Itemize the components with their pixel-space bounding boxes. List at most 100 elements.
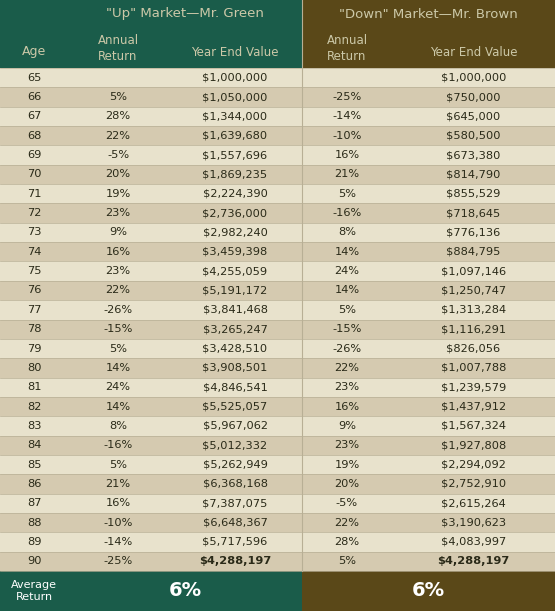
Text: $1,097,146: $1,097,146 — [441, 266, 506, 276]
Text: $4,083,997: $4,083,997 — [441, 537, 506, 547]
Text: 28%: 28% — [105, 111, 130, 122]
Text: 5%: 5% — [109, 92, 127, 102]
Text: 79: 79 — [27, 343, 41, 354]
Text: $645,000: $645,000 — [446, 111, 501, 122]
Bar — [0, 416, 555, 436]
Text: 28%: 28% — [335, 537, 360, 547]
Text: $2,736,000: $2,736,000 — [203, 208, 268, 218]
Text: 80: 80 — [27, 363, 41, 373]
Text: $814,790: $814,790 — [446, 169, 501, 180]
Text: 24%: 24% — [335, 266, 360, 276]
Text: 22%: 22% — [105, 285, 130, 296]
Text: 21%: 21% — [335, 169, 360, 180]
Text: $2,752,910: $2,752,910 — [441, 479, 506, 489]
Text: 75: 75 — [27, 266, 41, 276]
Text: $1,313,284: $1,313,284 — [441, 305, 506, 315]
Text: 85: 85 — [27, 459, 41, 470]
Text: 20%: 20% — [105, 169, 130, 180]
Bar — [0, 87, 555, 107]
Bar — [0, 532, 555, 552]
Text: 9%: 9% — [338, 421, 356, 431]
Text: $776,136: $776,136 — [446, 227, 501, 238]
Text: $5,525,057: $5,525,057 — [203, 401, 268, 412]
Text: $1,344,000: $1,344,000 — [203, 111, 268, 122]
Text: 16%: 16% — [105, 499, 130, 508]
Text: 67: 67 — [27, 111, 41, 122]
Text: 22%: 22% — [335, 363, 360, 373]
Text: 19%: 19% — [334, 459, 360, 470]
Text: 87: 87 — [27, 499, 41, 508]
Bar — [0, 455, 555, 474]
Text: -15%: -15% — [103, 324, 133, 334]
Text: Average
Return: Average Return — [11, 580, 57, 602]
Text: 5%: 5% — [338, 305, 356, 315]
Text: $718,645: $718,645 — [446, 208, 501, 218]
Text: $4,255,059: $4,255,059 — [203, 266, 268, 276]
Text: $2,224,390: $2,224,390 — [203, 189, 268, 199]
Text: 90: 90 — [27, 557, 41, 566]
Text: $884,795: $884,795 — [446, 247, 501, 257]
Text: 71: 71 — [27, 189, 41, 199]
Text: $1,000,000: $1,000,000 — [203, 73, 268, 82]
Text: 16%: 16% — [105, 247, 130, 257]
Text: 22%: 22% — [105, 131, 130, 141]
Bar — [0, 513, 555, 532]
Text: 16%: 16% — [335, 401, 360, 412]
Text: -5%: -5% — [336, 499, 358, 508]
Text: "Down" Market—Mr. Brown: "Down" Market—Mr. Brown — [339, 7, 518, 21]
Text: -26%: -26% — [332, 343, 361, 354]
Text: -10%: -10% — [332, 131, 362, 141]
Bar — [0, 28, 302, 68]
Text: $3,908,501: $3,908,501 — [203, 363, 268, 373]
Text: 24%: 24% — [105, 382, 130, 392]
Text: 21%: 21% — [105, 479, 130, 489]
Text: 5%: 5% — [109, 343, 127, 354]
Text: -26%: -26% — [103, 305, 133, 315]
Bar — [0, 281, 555, 300]
Text: $4,288,197: $4,288,197 — [199, 557, 271, 566]
Text: -15%: -15% — [332, 324, 362, 334]
Text: 6%: 6% — [168, 582, 201, 601]
Bar — [0, 494, 555, 513]
Text: -14%: -14% — [103, 537, 133, 547]
Bar — [0, 262, 555, 281]
Text: Annual
Return: Annual Return — [98, 34, 139, 62]
Text: 72: 72 — [27, 208, 41, 218]
Bar — [0, 397, 555, 416]
Text: 14%: 14% — [105, 363, 130, 373]
Bar — [302, 571, 555, 611]
Text: $580,500: $580,500 — [446, 131, 501, 141]
Text: 23%: 23% — [105, 208, 130, 218]
Text: $3,459,398: $3,459,398 — [203, 247, 268, 257]
Text: 19%: 19% — [105, 189, 130, 199]
Text: 5%: 5% — [338, 189, 356, 199]
Bar — [0, 571, 68, 611]
Text: Age: Age — [22, 45, 46, 59]
Text: 5%: 5% — [338, 557, 356, 566]
Text: 70: 70 — [27, 169, 41, 180]
Bar — [0, 436, 555, 455]
Text: 69: 69 — [27, 150, 41, 160]
Text: 81: 81 — [27, 382, 41, 392]
Text: 6%: 6% — [412, 582, 445, 601]
Text: $3,265,247: $3,265,247 — [203, 324, 268, 334]
Text: $5,012,332: $5,012,332 — [203, 441, 268, 450]
Text: $855,529: $855,529 — [446, 189, 501, 199]
Text: 77: 77 — [27, 305, 41, 315]
Text: 74: 74 — [27, 247, 41, 257]
Bar — [0, 223, 555, 242]
Text: 84: 84 — [27, 441, 41, 450]
Text: $4,288,197: $4,288,197 — [437, 557, 509, 566]
Text: $4,846,541: $4,846,541 — [203, 382, 268, 392]
Text: 22%: 22% — [335, 518, 360, 528]
Bar — [0, 474, 555, 494]
Text: $750,000: $750,000 — [446, 92, 501, 102]
Text: $2,982,240: $2,982,240 — [203, 227, 268, 238]
Bar — [0, 300, 555, 320]
Text: 14%: 14% — [335, 247, 360, 257]
Bar — [0, 242, 555, 262]
Text: 83: 83 — [27, 421, 41, 431]
Bar — [0, 320, 555, 339]
Text: $5,262,949: $5,262,949 — [203, 459, 268, 470]
Text: $1,050,000: $1,050,000 — [203, 92, 268, 102]
